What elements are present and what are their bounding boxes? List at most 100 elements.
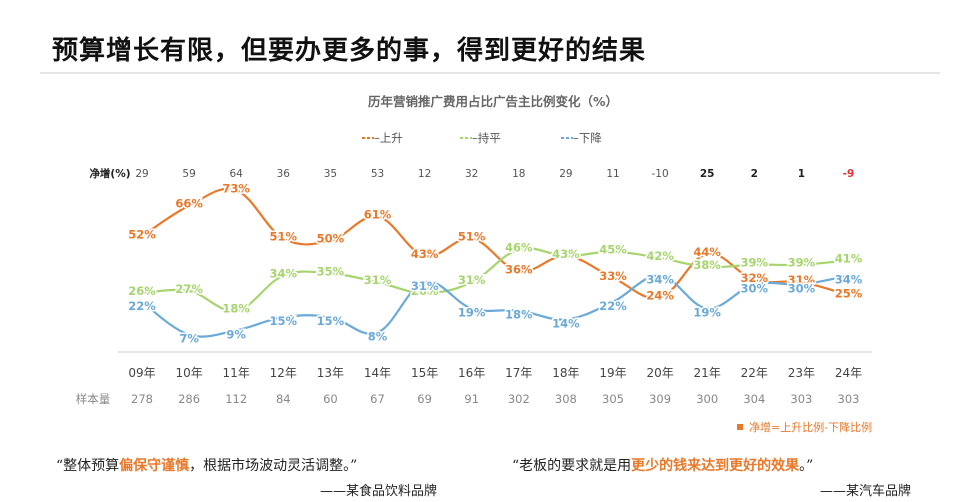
series-line-持平 [141,247,849,312]
sample-value: 309 [649,392,671,406]
x-tick-label: 15年 [411,366,438,380]
data-label-持平: 39% [741,256,769,270]
slide-title: 预算增长有限，但要办更多的事，得到更好的结果 [52,36,647,66]
data-label-持平: 46% [505,240,533,254]
data-label-下降: 9% [226,327,246,341]
data-label-持平: 27% [175,282,203,296]
data-label-上升: 66% [175,197,203,211]
sample-value: 112 [225,392,247,406]
footnote-marker [737,424,743,430]
x-tick-label: 18年 [552,366,579,380]
data-label-下降: 7% [179,332,199,346]
data-label-持平: 35% [317,264,345,278]
x-tick-label: 24年 [835,366,862,380]
x-tick-label: 16年 [458,366,485,380]
data-label-下降: 19% [693,305,721,319]
x-tick-label: 17年 [505,366,532,380]
data-label-持平: 45% [599,243,627,257]
sample-value: 304 [743,392,765,406]
sample-value: 84 [276,392,291,406]
net-value: 29 [559,168,572,180]
legend-label-上升: –上升 [374,131,403,145]
quote-2-post: 。” [799,458,814,474]
quote-1-highlight: 偏保守谨慎 [119,458,190,474]
net-value: 36 [277,168,291,180]
x-tick-label: 14年 [364,366,391,380]
data-label-上升: 24% [646,289,674,303]
data-label-上升: 36% [505,262,533,276]
x-tick-label: 20年 [646,366,673,380]
data-label-下降: 30% [788,281,816,295]
sample-row-label: 样本量 [76,392,111,406]
data-label-持平: 26% [411,284,439,298]
quote-1: “整体预算偏保守谨慎，根据市场波动灵活调整。” [56,455,357,475]
x-tick-label: 13年 [317,366,344,380]
data-label-上升: 73% [222,181,250,195]
footnote: 净增=上升比例-下降比例 [749,420,872,434]
data-label-下降: 22% [128,299,156,313]
data-label-上升: 43% [552,247,580,261]
data-label-上升: 44% [693,245,721,259]
net-row-label: 净增(%) [89,167,130,180]
data-label-持平: 38% [693,258,721,272]
net-value: 53 [371,168,384,180]
net-value: 29 [135,168,148,180]
data-label-下降: 8% [368,330,388,344]
series-line-上升 [141,187,849,300]
net-value: 59 [182,168,195,180]
quote-2-source: ——某汽车品牌 [820,484,912,499]
net-value: 12 [418,168,431,180]
sample-value: 67 [370,392,385,406]
x-tick-label: 22年 [741,366,768,380]
x-tick-label: 09年 [128,366,155,380]
legend-label-持平: –持平 [472,131,501,145]
data-label-上升: 51% [458,229,486,243]
net-value: 25 [700,168,715,180]
data-label-下降: 15% [270,314,298,328]
data-label-上升: 51% [270,229,298,243]
sample-value: 300 [696,392,718,406]
data-label-下降: 19% [458,305,486,319]
data-label-上升: 50% [317,232,345,246]
chart-title: 历年营销推广费用占比广告主比例变化（%） [368,94,618,109]
x-tick-label: 19年 [599,366,626,380]
data-label-持平: 43% [552,247,580,261]
net-value: -9 [843,168,855,180]
data-label-上升: 61% [364,208,392,222]
data-label-下降: 14% [552,316,580,330]
data-label-下降: 18% [505,308,533,322]
quote-2: “老板的要求就是用更少的钱来达到更好的效果。” [512,455,813,475]
x-tick-label: 12年 [270,366,297,380]
sample-value: 91 [464,392,479,406]
quote-1-post: ，根据市场波动灵活调整。” [189,458,358,474]
data-label-持平: 34% [270,267,298,281]
legend-label-下降: –下降 [573,131,602,145]
data-label-持平: 39% [788,256,816,270]
sample-value: 308 [555,392,577,406]
net-value: 1 [798,168,805,180]
sample-value: 278 [131,392,153,406]
x-tick-label: 11年 [223,366,250,380]
net-value: 18 [512,168,525,180]
net-value: 11 [606,168,619,180]
net-value: 2 [751,168,758,180]
sample-value: 302 [508,392,530,406]
quote-1-source: ——某食品饮料品牌 [320,484,438,499]
sample-value: 303 [790,392,812,406]
data-label-上升: 32% [741,271,769,285]
x-tick-label: 21年 [694,366,721,380]
net-value: 35 [324,168,337,180]
net-value: 32 [465,168,478,180]
data-label-下降: 31% [411,279,439,293]
data-label-持平: 26% [128,284,156,298]
data-label-下降: 15% [317,314,345,328]
sample-value: 286 [178,392,200,406]
data-label-上升: 43% [411,247,439,261]
series-line-下降 [141,274,849,338]
data-label-持平: 41% [835,251,863,265]
data-label-上升: 31% [788,273,816,287]
net-value: -10 [652,168,669,180]
data-label-下降: 22% [599,299,627,313]
data-label-上升: 52% [128,227,156,241]
